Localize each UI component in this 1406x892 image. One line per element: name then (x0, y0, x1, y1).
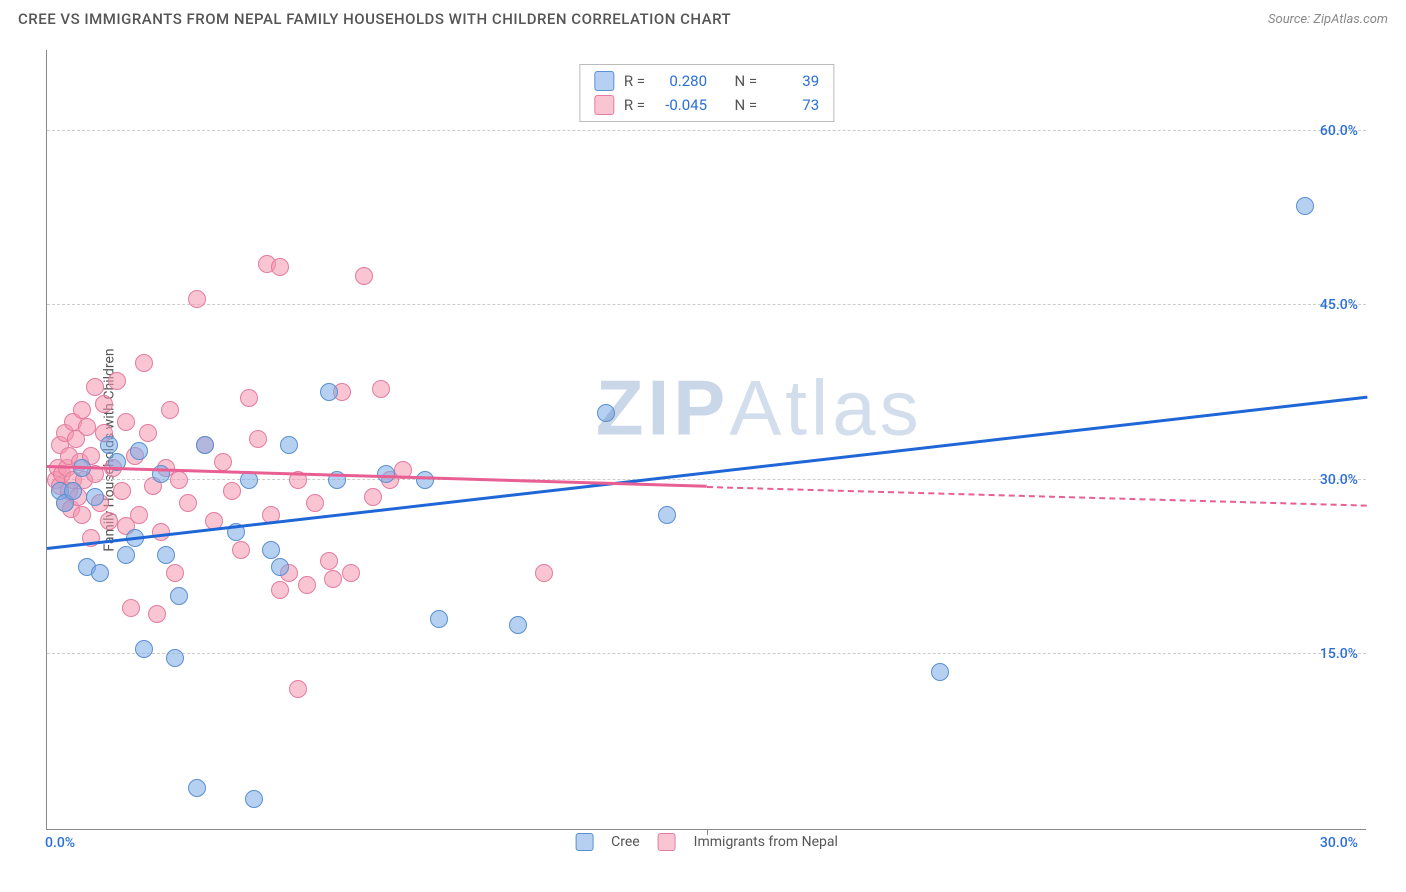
cree-point (170, 587, 188, 605)
gridline (47, 130, 1366, 131)
nepal-point (122, 599, 140, 617)
y-tick-label: 30.0% (1320, 472, 1358, 488)
nepal-point (73, 401, 91, 419)
cree-point (64, 482, 82, 500)
plot-area: ZIPAtlas R = 0.280 N = 39 R = -0.045 N =… (46, 50, 1366, 830)
cree-point (117, 546, 135, 564)
nepal-r-value: -0.045 (655, 96, 707, 114)
nepal-point (232, 541, 250, 559)
swatch-nepal (658, 833, 676, 851)
cree-point (135, 640, 153, 658)
legend-row-cree: R = 0.280 N = 39 (580, 69, 833, 93)
cree-n-value: 39 (767, 72, 819, 90)
cree-point (509, 616, 527, 634)
trendline (707, 486, 1367, 507)
y-tick-label: 45.0% (1320, 297, 1358, 313)
nepal-point (342, 564, 360, 582)
nepal-point (73, 506, 91, 524)
x-tick-min: 0.0% (45, 835, 75, 851)
nepal-point (372, 380, 390, 398)
cree-point (1296, 197, 1314, 215)
cree-point (430, 610, 448, 628)
nepal-point (95, 395, 113, 413)
nepal-point (161, 401, 179, 419)
nepal-point (298, 576, 316, 594)
nepal-point (117, 413, 135, 431)
series-legend: Cree Immigrants from Nepal (575, 833, 838, 851)
nepal-point (130, 506, 148, 524)
nepal-point (139, 424, 157, 442)
cree-point (86, 488, 104, 506)
n-label: N = (735, 96, 758, 114)
cree-point (280, 436, 298, 454)
cree-point (931, 663, 949, 681)
nepal-point (289, 680, 307, 698)
cree-point (100, 436, 118, 454)
r-label: R = (624, 96, 645, 114)
gridline (47, 653, 1366, 654)
cree-point (597, 404, 615, 422)
y-tick-label: 15.0% (1320, 646, 1358, 662)
nepal-point (166, 564, 184, 582)
cree-point (377, 465, 395, 483)
nepal-point (271, 258, 289, 276)
cree-point (196, 436, 214, 454)
cree-point (157, 546, 175, 564)
correlation-legend: R = 0.280 N = 39 R = -0.045 N = 73 (579, 64, 834, 122)
n-label: N = (735, 72, 758, 90)
cree-point (91, 564, 109, 582)
nepal-point (100, 512, 118, 530)
nepal-point (364, 488, 382, 506)
nepal-point (249, 430, 267, 448)
nepal-point (78, 418, 96, 436)
cree-point (271, 558, 289, 576)
chart-title: CREE VS IMMIGRANTS FROM NEPAL FAMILY HOU… (18, 10, 731, 28)
nepal-point (223, 482, 241, 500)
nepal-point (320, 552, 338, 570)
cree-point (130, 442, 148, 460)
cree-point (166, 649, 184, 667)
swatch-cree (575, 833, 593, 851)
nepal-point (179, 494, 197, 512)
nepal-point (113, 482, 131, 500)
r-label: R = (624, 72, 645, 90)
nepal-n-value: 73 (767, 96, 819, 114)
cree-point (262, 541, 280, 559)
x-tick-max: 30.0% (1320, 835, 1358, 851)
source-attribution: Source: ZipAtlas.com (1268, 12, 1388, 27)
nepal-point (170, 471, 188, 489)
nepal-point (86, 378, 104, 396)
nepal-point (108, 372, 126, 390)
nepal-point (271, 581, 289, 599)
cree-r-value: 0.280 (655, 72, 707, 90)
nepal-point (188, 290, 206, 308)
cree-point (320, 383, 338, 401)
nepal-point (324, 570, 342, 588)
nepal-point (148, 605, 166, 623)
cree-point (245, 790, 263, 808)
chart-container: Family Households with Children ZIPAtlas… (0, 40, 1406, 860)
x-tick-mark (707, 829, 708, 835)
swatch-cree (594, 71, 614, 91)
nepal-point (355, 267, 373, 285)
legend-row-nepal: R = -0.045 N = 73 (580, 93, 833, 117)
nepal-point (306, 494, 324, 512)
nepal-point (135, 354, 153, 372)
nepal-point (214, 453, 232, 471)
swatch-nepal (594, 95, 614, 115)
legend-label-nepal: Immigrants from Nepal (694, 834, 838, 850)
cree-point (658, 506, 676, 524)
legend-label-cree: Cree (611, 834, 640, 850)
nepal-point (240, 389, 258, 407)
cree-point (188, 779, 206, 797)
watermark: ZIPAtlas (596, 363, 923, 454)
y-tick-label: 60.0% (1320, 123, 1358, 139)
cree-point (416, 471, 434, 489)
gridline (47, 304, 1366, 305)
nepal-point (535, 564, 553, 582)
